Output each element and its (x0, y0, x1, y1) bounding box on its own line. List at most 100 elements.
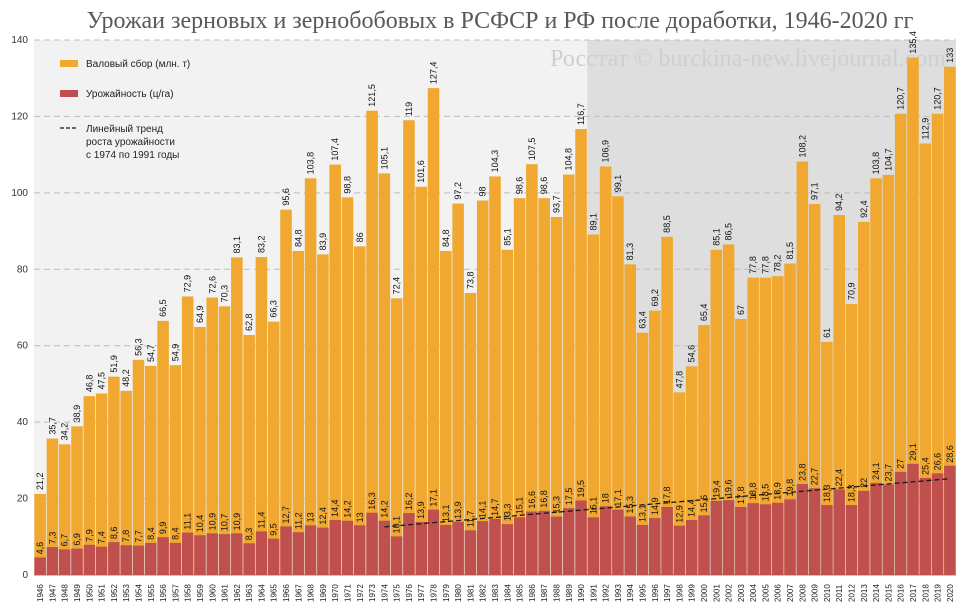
data-label-yield: 15,3 (625, 496, 635, 514)
x-tick-label: 1998 (675, 584, 684, 602)
bar-gross (71, 426, 83, 575)
y-tick-label: 40 (17, 417, 29, 428)
bar-yield (575, 500, 587, 575)
bar-gross (317, 254, 329, 575)
x-tick-label: 1999 (688, 584, 697, 602)
x-tick-label: 1979 (442, 584, 451, 602)
data-label-gross: 107,5 (527, 138, 537, 161)
legend-trend-label-2: роста урожайности (86, 137, 175, 148)
bar-yield (390, 536, 403, 575)
data-label-gross: 119 (404, 102, 414, 116)
x-tick-label: 1980 (454, 584, 463, 602)
data-label-gross: 84,8 (293, 229, 303, 247)
x-tick-label: 2005 (761, 584, 770, 602)
bar-yield (46, 547, 59, 575)
bar-yield (218, 534, 231, 575)
data-label-yield: 7,8 (121, 530, 131, 543)
data-label-yield: 11,4 (256, 512, 266, 529)
data-label-yield: 8,6 (109, 527, 119, 540)
x-tick-label: 2004 (749, 584, 758, 602)
bar-yield (907, 463, 919, 575)
bar-gross (710, 249, 723, 575)
data-label-yield: 14,9 (650, 498, 660, 516)
data-label-gross: 94,2 (834, 193, 844, 211)
data-label-yield: 13,3 (502, 504, 512, 522)
bar-gross (145, 365, 157, 575)
data-label-yield: 19,4 (711, 480, 721, 498)
data-label-gross: 77,8 (748, 256, 758, 274)
bar-gross (685, 366, 698, 575)
bar-yield (771, 502, 784, 575)
data-label-yield: 9,9 (158, 522, 168, 535)
bar-gross (280, 209, 292, 575)
data-label-yield: 23,8 (797, 464, 807, 482)
bar-yield (550, 516, 563, 575)
x-tick-label: 1976 (405, 584, 414, 602)
bar-yield (649, 518, 661, 575)
x-tick-label: 1963 (245, 584, 254, 602)
data-label-gross: 107,4 (330, 138, 340, 161)
data-label-yield: 18,5 (760, 484, 770, 502)
bar-gross (673, 392, 686, 575)
x-tick-label: 1966 (282, 584, 291, 602)
data-label-gross: 84,8 (441, 229, 451, 247)
bar-yield (476, 521, 489, 575)
data-label-yield: 12,9 (674, 505, 684, 523)
data-label-yield: 6,9 (72, 533, 82, 546)
data-label-gross: 108,2 (797, 135, 807, 158)
x-tick-label: 2020 (946, 584, 955, 602)
data-label-gross: 98,8 (342, 176, 352, 194)
data-label-yield: 7,7 (133, 530, 143, 543)
data-label-yield: 19,8 (785, 479, 795, 497)
data-label-gross: 66,5 (158, 299, 168, 317)
bar-gross (255, 257, 268, 575)
x-tick-label: 1972 (356, 584, 365, 602)
x-tick-label: 1971 (343, 584, 352, 602)
data-label-gross: 98,6 (515, 177, 525, 195)
data-label-yield: 22,7 (810, 468, 820, 486)
data-label-gross: 46,8 (84, 375, 94, 393)
x-tick-label: 1962 (233, 584, 242, 602)
x-tick-label: 1975 (393, 584, 402, 602)
bar-gross (858, 221, 870, 575)
data-label-yield: 10,1 (392, 516, 402, 534)
x-tick-label: 2016 (897, 584, 906, 602)
data-label-gross: 70,3 (220, 285, 230, 303)
data-label-yield: 8,4 (170, 527, 180, 540)
bar-yield (599, 506, 612, 575)
x-tick-label: 1947 (48, 584, 57, 602)
bar-gross (882, 174, 895, 575)
legend: Валовый сбор (млн. т) Урожайность (ц/га)… (60, 58, 190, 161)
x-tick-label: 2010 (823, 584, 832, 602)
y-tick-label: 100 (11, 188, 28, 199)
legend-trend-label-3: с 1974 по 1991 годы (86, 150, 179, 161)
x-tick-label: 2001 (712, 584, 721, 602)
data-label-gross: 34,2 (60, 423, 70, 441)
data-label-gross: 105,1 (379, 147, 389, 170)
x-tick-label: 2002 (725, 584, 734, 602)
bar-yield (747, 503, 759, 575)
x-tick-label: 2009 (811, 584, 820, 602)
data-label-gross: 61 (822, 328, 832, 338)
data-label-gross: 47,8 (674, 371, 684, 389)
data-label-gross: 63,4 (638, 311, 648, 329)
x-tick-label: 1967 (294, 584, 303, 602)
data-label-yield: 13 (306, 512, 316, 522)
data-label-yield: 16,3 (367, 492, 377, 510)
x-tick-label: 1946 (36, 584, 45, 602)
data-label-yield: 15,1 (515, 497, 525, 515)
data-label-gross: 133 (945, 48, 955, 63)
data-label-gross: 65,4 (699, 304, 709, 322)
bar-yield (353, 525, 366, 575)
x-tick-label: 1961 (221, 584, 230, 602)
data-label-yield: 18,3 (822, 485, 832, 503)
bar-yield (894, 471, 907, 575)
bar-gross (833, 215, 845, 575)
data-label-yield: 7,9 (84, 529, 94, 542)
data-label-gross: 83,9 (318, 233, 328, 251)
bar-gross (108, 376, 120, 575)
data-label-gross: 99,1 (613, 175, 623, 193)
bar-yield (845, 505, 858, 575)
data-label-yield: 17,8 (736, 486, 746, 504)
x-tick-label: 1997 (663, 584, 672, 602)
